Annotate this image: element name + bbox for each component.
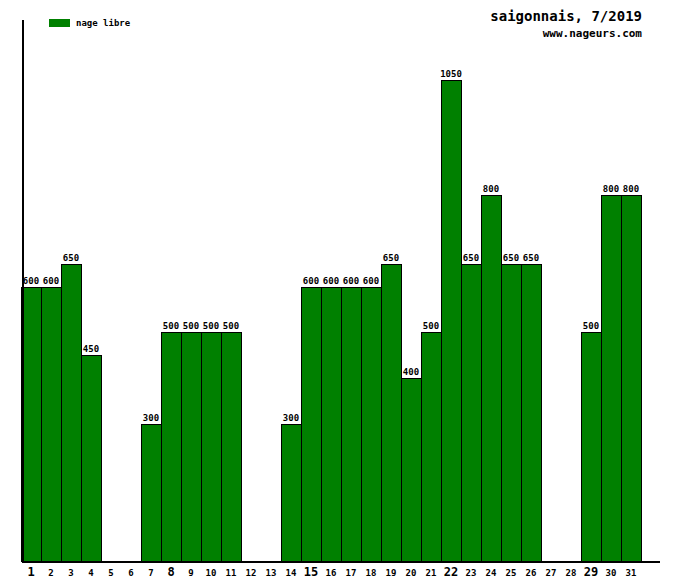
bar-value-label: 650 [513, 253, 549, 263]
bar-value-label: 650 [53, 253, 89, 263]
bar-day-24 [481, 195, 502, 562]
bar-day-8 [161, 332, 182, 562]
bar-day-2 [41, 287, 62, 562]
bar-day-26 [521, 264, 542, 562]
bar-day-1 [21, 287, 42, 562]
bar-value-label: 650 [373, 253, 409, 263]
legend-color-swatch [49, 19, 70, 27]
bar-day-14 [281, 424, 302, 562]
bar-value-label: 500 [213, 321, 249, 331]
bar-day-19 [381, 264, 402, 562]
bar-day-29 [581, 332, 602, 562]
bar-day-22 [441, 80, 462, 562]
site-watermark: www.nageurs.com [543, 27, 642, 40]
bar-day-21 [421, 332, 442, 562]
bar-day-10 [201, 332, 222, 562]
bar-day-23 [461, 264, 482, 562]
x-axis-label-day-31: 31 [616, 569, 646, 578]
chart-title: saigonnais, 7/2019 [490, 8, 642, 24]
bar-day-18 [361, 287, 382, 562]
legend: nage libre [49, 18, 130, 28]
bar-day-9 [181, 332, 202, 562]
bar-day-20 [401, 378, 422, 562]
swim-distance-bar-chart: 6001600265034504563007500850095001050011… [0, 0, 680, 580]
bar-value-label: 800 [613, 184, 649, 194]
bar-value-label: 450 [73, 344, 109, 354]
bar-day-25 [501, 264, 522, 562]
bar-day-7 [141, 424, 162, 562]
bar-day-4 [81, 355, 102, 562]
bar-day-31 [621, 195, 642, 562]
bar-value-label: 800 [473, 184, 509, 194]
y-axis-line [22, 20, 24, 562]
bar-value-label: 1050 [433, 69, 469, 79]
x-axis-line [22, 561, 660, 563]
bar-day-11 [221, 332, 242, 562]
bar-day-15 [301, 287, 322, 562]
legend-label: nage libre [76, 18, 130, 28]
bar-day-17 [341, 287, 362, 562]
bar-day-30 [601, 195, 622, 562]
bar-day-16 [321, 287, 342, 562]
bar-day-3 [61, 264, 82, 562]
